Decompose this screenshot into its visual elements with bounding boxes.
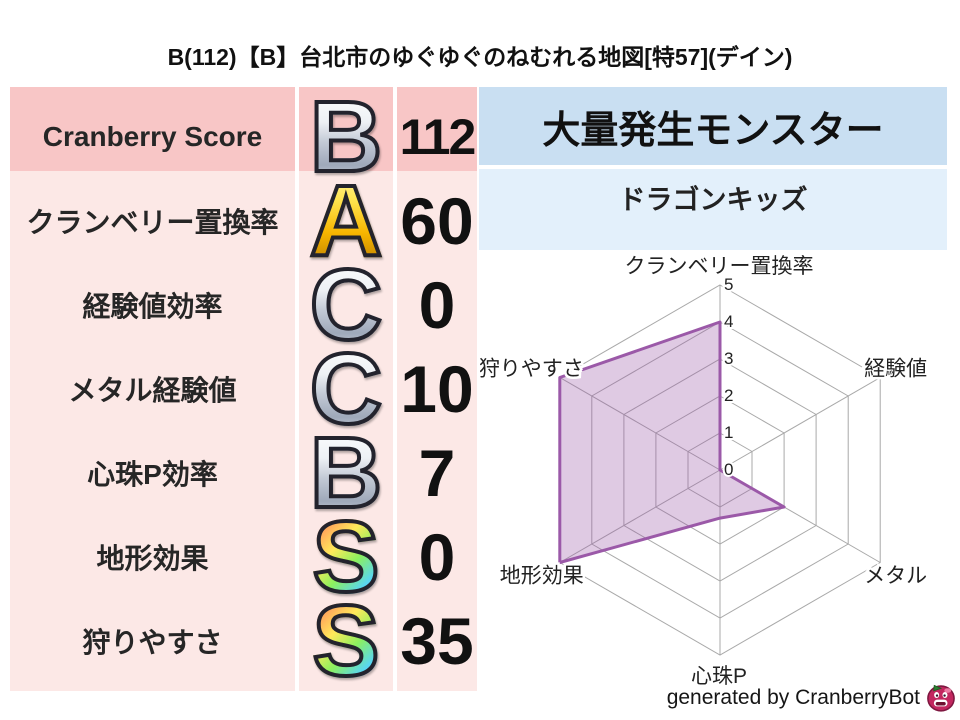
- footer: generated by CranberryBot: [667, 682, 956, 713]
- row-label: 心珠P効率: [10, 423, 295, 523]
- grade-badge: C: [299, 333, 393, 445]
- grade-badge: S: [299, 501, 393, 613]
- monster-panel-header: 大量発生モンスター: [479, 87, 947, 165]
- row-value: 7: [397, 423, 477, 523]
- svg-text:1: 1: [724, 423, 733, 442]
- table-row: Cranberry Score B 112: [10, 85, 477, 189]
- score-table: Cranberry Score B 112 クランベリー置換率 A 60 経験値…: [10, 85, 477, 693]
- svg-text:3: 3: [724, 349, 733, 368]
- grade-badge: B: [299, 81, 393, 193]
- row-value: 10: [397, 339, 477, 439]
- row-value: 35: [397, 591, 477, 691]
- grade-letter: S: [311, 585, 382, 697]
- svg-text:心珠P: 心珠P: [691, 665, 747, 688]
- svg-text:経験値: 経験値: [864, 358, 927, 381]
- grade-letter: B: [308, 417, 384, 529]
- grade-letter: S: [311, 501, 382, 613]
- row-label: クランベリー置換率: [10, 171, 295, 271]
- grade-badge: C: [299, 249, 393, 361]
- monster-name: ドラゴンキッズ: [479, 169, 947, 250]
- table-row: メタル経験値 C 10: [10, 337, 477, 441]
- credit-text: generated by CranberryBot: [666, 685, 920, 709]
- page-title: B(112)【B】台北市のゆぐゆぐのねむれる地図[特57](デイン): [167, 44, 793, 70]
- row-value: 60: [397, 171, 477, 271]
- svg-text:地形効果: 地形効果: [500, 565, 584, 588]
- row-label: 狩りやすさ: [10, 591, 295, 691]
- table-row: 地形効果 S 0: [10, 505, 477, 609]
- row-label: 経験値効率: [10, 255, 295, 355]
- cranberry-icon: [927, 684, 955, 712]
- svg-text:5: 5: [724, 275, 733, 294]
- grade-letter: C: [308, 249, 384, 361]
- table-row: 経験値効率 C 0: [10, 253, 477, 357]
- grade-badge: A: [299, 165, 393, 277]
- row-label: メタル経験値: [10, 339, 295, 439]
- table-row: 狩りやすさ S 35: [10, 589, 477, 693]
- grade-badge: B: [299, 417, 393, 529]
- radar-chart: 0 1 2 3 4 5 クランベリー置換率経験値メタル心珠P 地形効果 狩りやすさ: [476, 250, 960, 720]
- row-value: 0: [397, 507, 477, 607]
- svg-text:0: 0: [724, 460, 733, 479]
- grade-letter: B: [308, 81, 384, 193]
- svg-text:クランベリー置換率: クランベリー置換率: [625, 255, 814, 278]
- svg-text:2: 2: [724, 386, 733, 405]
- grade-letter: C: [308, 333, 384, 445]
- row-label: Cranberry Score: [10, 87, 295, 187]
- row-value: 0: [397, 255, 477, 355]
- svg-text:狩りやすさ: 狩りやすさ: [480, 358, 584, 381]
- svg-text:メタル: メタル: [864, 565, 927, 588]
- row-value: 112: [397, 87, 477, 187]
- svg-text:4: 4: [724, 312, 733, 331]
- grade-badge: S: [299, 585, 393, 697]
- row-label: 地形効果: [10, 507, 295, 607]
- table-row: クランベリー置換率 A 60: [10, 169, 477, 273]
- table-row: 心珠P効率 B 7: [10, 421, 477, 525]
- grade-letter: A: [308, 165, 384, 277]
